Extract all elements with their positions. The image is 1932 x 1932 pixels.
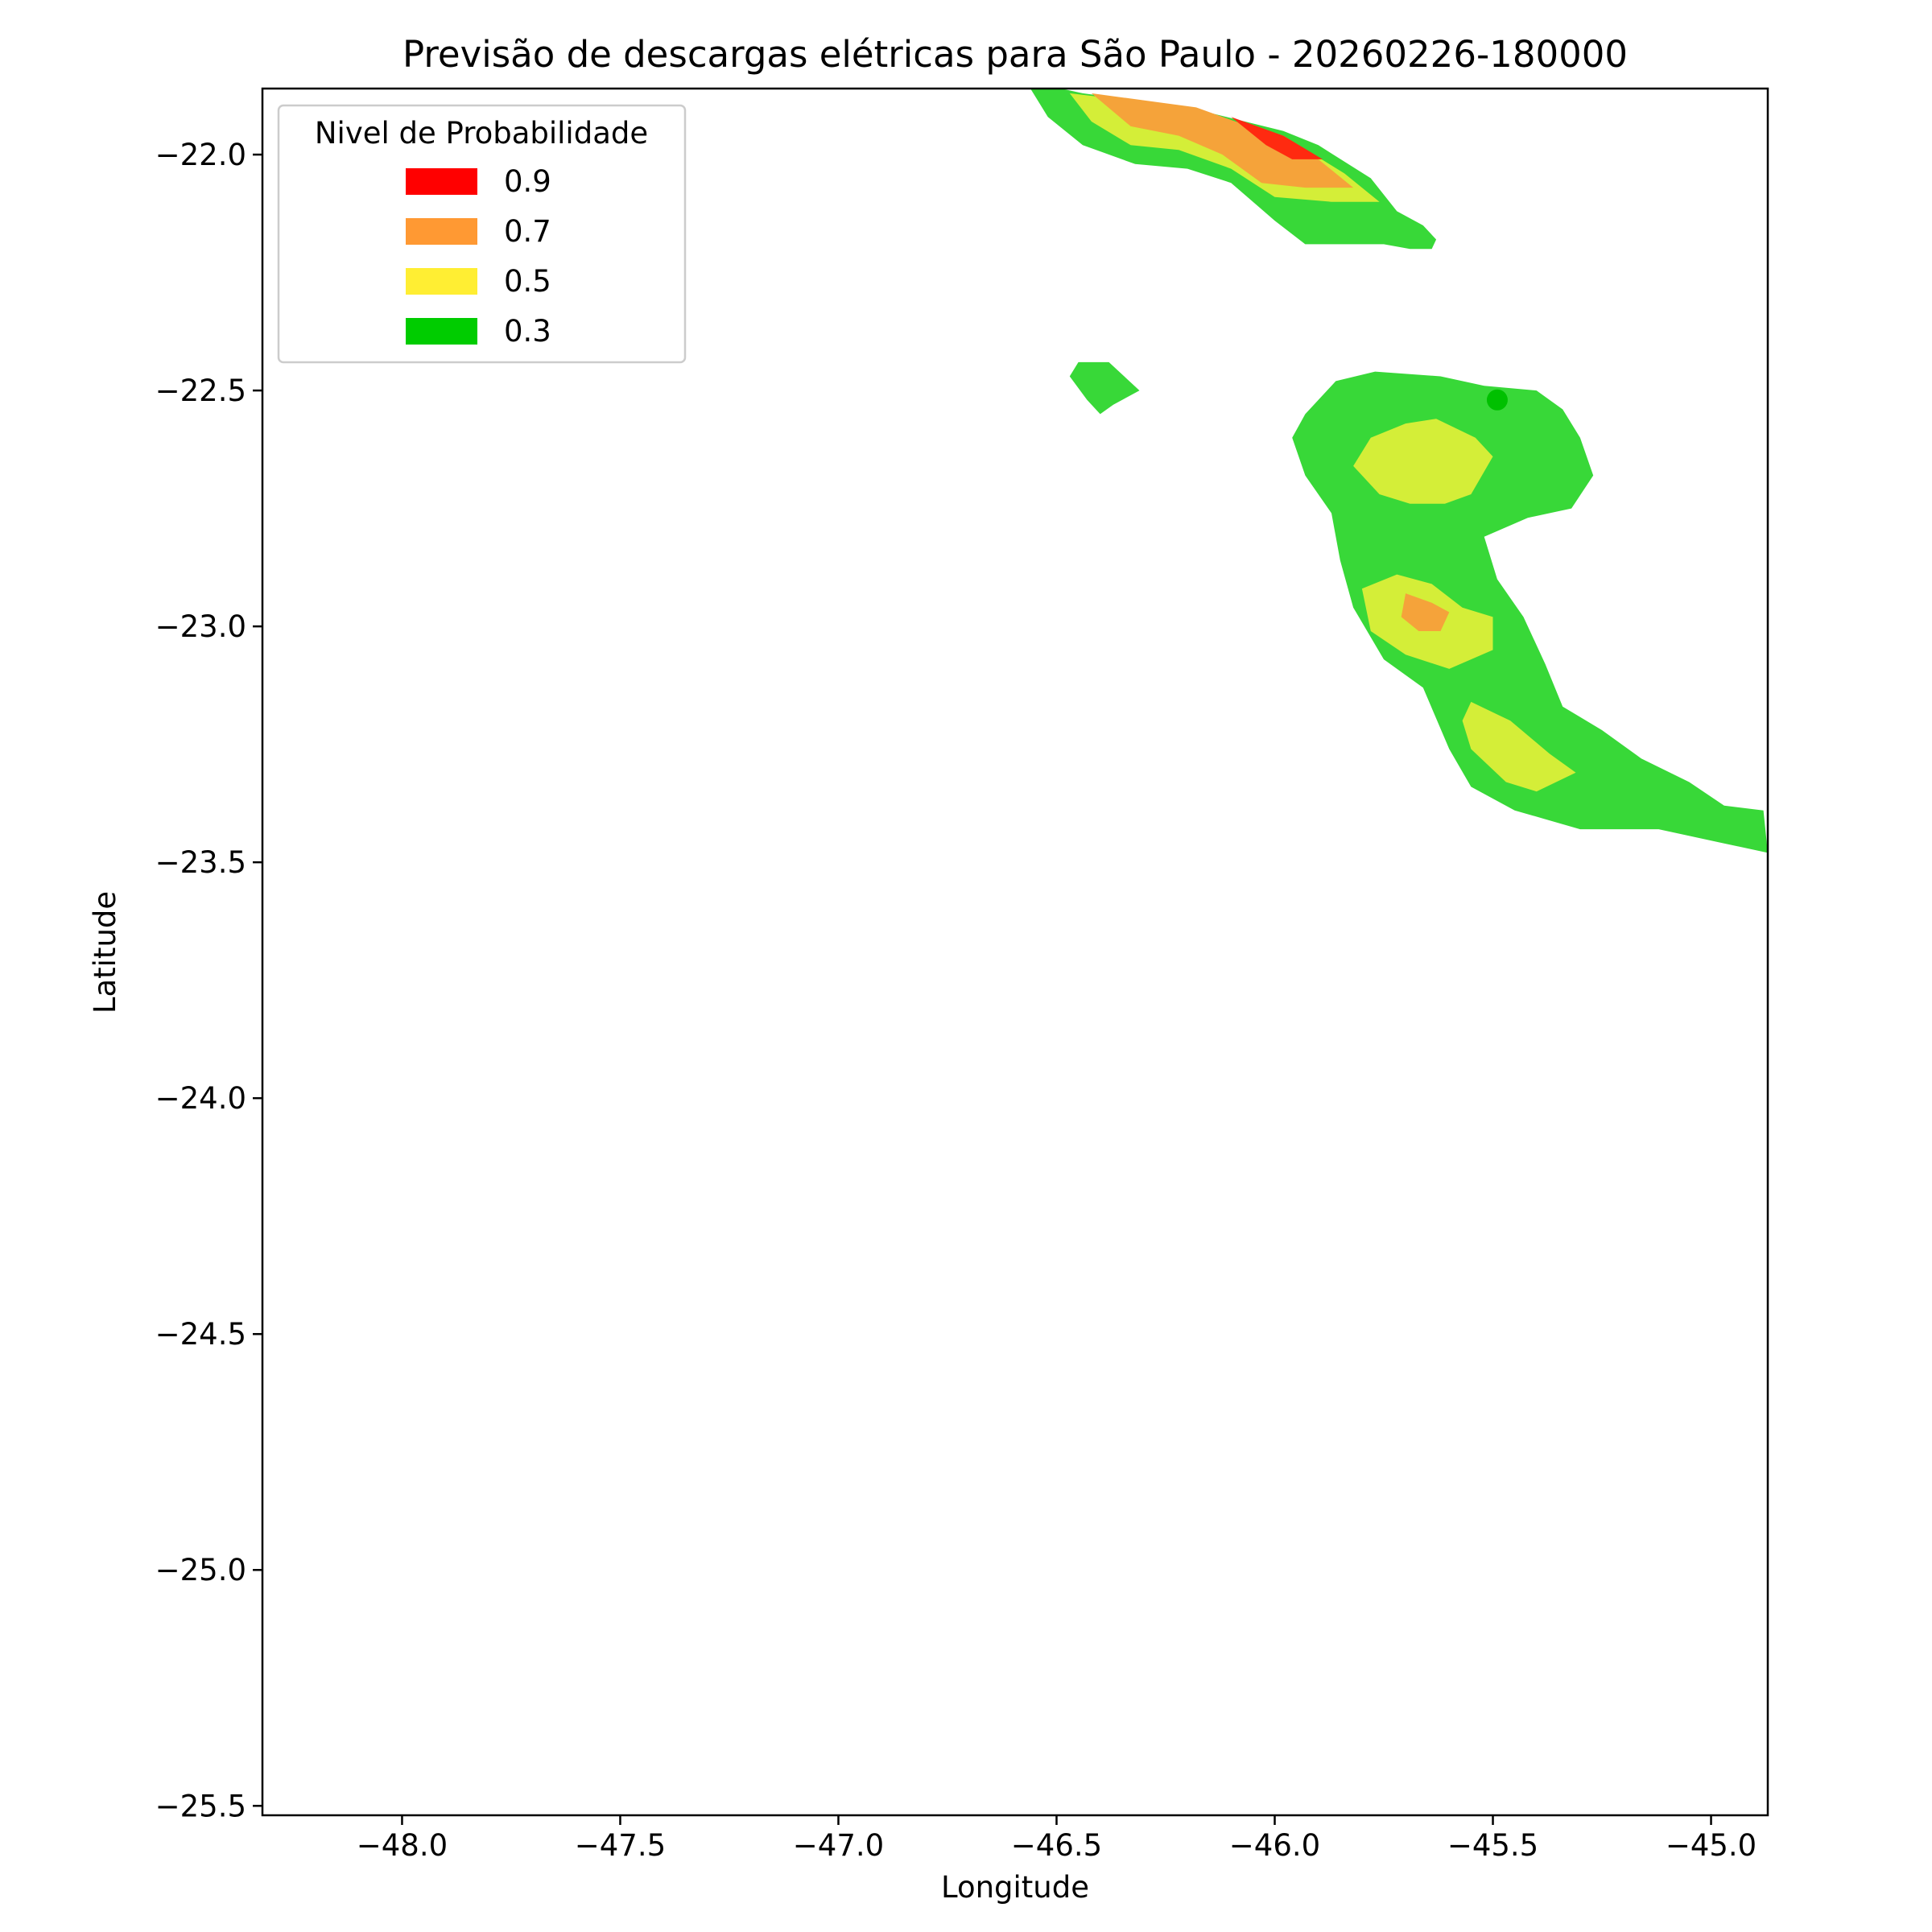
y-tick-label: −23.0 [155, 609, 246, 644]
location-marker [1486, 389, 1508, 411]
y-axis: −22.0 −22.5 −23.0 −23.5 −24.0 −24.5 −25.0 −25.5 [155, 138, 262, 1823]
y-tick-label: −24.5 [155, 1317, 246, 1352]
y-tick-label: −25.5 [155, 1789, 246, 1823]
x-tick-label: −45.0 [1666, 1828, 1757, 1863]
y-tick-label: −24.0 [155, 1081, 246, 1116]
legend-entry-label: 0.5 [504, 264, 551, 299]
legend-title: Nivel de Probabilidade [315, 116, 648, 151]
legend-swatch [406, 268, 477, 295]
contour-north-band-level-09 [1231, 117, 1323, 159]
x-axis: −48.0 −47.5 −47.0 −46.5 −46.0 −45.5 −45.0 [357, 1815, 1757, 1863]
chart-title: Previsão de descargas elétricas para São… [402, 33, 1628, 76]
legend-entry-label: 0.9 [504, 164, 551, 199]
x-tick-label: −45.5 [1447, 1828, 1538, 1863]
legend-box [277, 104, 687, 364]
marker-layer [1486, 389, 1508, 411]
y-tick-label: −25.0 [155, 1553, 246, 1587]
contour-small-cell-level-03 [1069, 361, 1140, 415]
plot-frame [261, 87, 1769, 1817]
x-tick-label: −48.0 [357, 1828, 448, 1863]
legend-swatch [406, 168, 477, 195]
x-axis-label: Longitude [941, 1870, 1089, 1905]
legend-entry-label: 0.7 [504, 214, 551, 249]
x-tick-label: −46.0 [1229, 1828, 1320, 1863]
legend: Nivel de Probabilidade 0.9 0.7 0.5 0.3 [277, 104, 687, 364]
contour-arc-cell-level-05 [1462, 701, 1576, 792]
y-tick-label: −23.5 [155, 845, 246, 880]
contour-north-band-level-07 [1091, 93, 1354, 188]
x-tick-label: −47.0 [793, 1828, 884, 1863]
x-tick-label: −47.5 [575, 1828, 666, 1863]
contour-arc-cell-level-05 [1353, 419, 1493, 504]
legend-swatch [406, 218, 477, 245]
contour-arc-cell-level-07 [1401, 593, 1450, 631]
y-tick-label: −22.5 [155, 374, 246, 408]
legend-entries: 0.9 0.7 0.5 0.3 [406, 164, 551, 349]
y-axis-label: Latitude [88, 891, 122, 1013]
legend-swatch [406, 318, 477, 345]
legend-entry-label: 0.3 [504, 314, 551, 349]
contour-regions [1030, 89, 1768, 853]
plot-area [262, 89, 1768, 1815]
x-tick-label: −46.5 [1011, 1828, 1102, 1863]
y-tick-label: −22.0 [155, 138, 246, 172]
